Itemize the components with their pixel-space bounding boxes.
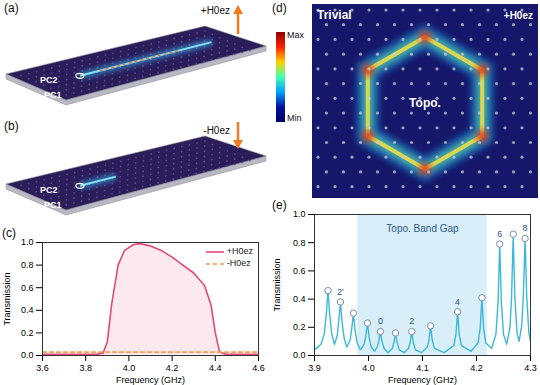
svg-text:4.0: 4.0	[123, 363, 136, 373]
svg-text:4: 4	[455, 297, 460, 307]
svg-text:6: 6	[497, 229, 502, 239]
svg-text:0.2: 0.2	[293, 322, 306, 332]
svg-text:0.4: 0.4	[293, 294, 306, 304]
svg-text:4.6: 4.6	[252, 363, 265, 373]
svg-text:-H0ez: -H0ez	[203, 125, 230, 136]
svg-text:PC2: PC2	[40, 185, 58, 195]
svg-text:1.0: 1.0	[293, 209, 306, 219]
svg-text:0: 0	[378, 316, 383, 326]
svg-text:Max: Max	[287, 30, 305, 40]
html-text:-H0ez: -H0ez	[226, 258, 251, 268]
svg-text:0.0: 0.0	[21, 350, 34, 360]
svg-text:PC1: PC1	[44, 200, 62, 210]
svg-text:Topo. Band Gap: Topo. Band Gap	[386, 223, 459, 234]
svg-text:Topo.: Topo.	[409, 96, 441, 110]
svg-text:0.6: 0.6	[293, 266, 306, 276]
svg-text:4.3: 4.3	[524, 363, 537, 373]
svg-text:(a): (a)	[4, 1, 19, 15]
html-text:(c): (c)	[2, 226, 16, 240]
svg-text:3.9: 3.9	[308, 363, 321, 373]
svg-text:0.8: 0.8	[293, 238, 306, 248]
svg-text:Frequency (GHz): Frequency (GHz)	[116, 375, 185, 385]
svg-text:2': 2'	[337, 287, 344, 297]
svg-text:3.8: 3.8	[79, 363, 92, 373]
svg-text:1.0: 1.0	[21, 237, 34, 247]
svg-text:4.4: 4.4	[209, 363, 222, 373]
svg-text:Transmission: Transmission	[272, 258, 282, 311]
svg-text:Frequency (GHz): Frequency (GHz)	[388, 375, 457, 385]
html-text:(e): (e)	[272, 198, 287, 212]
svg-text:4.0: 4.0	[362, 363, 375, 373]
svg-text:(d): (d)	[272, 1, 287, 15]
svg-text:Min: Min	[287, 113, 302, 123]
svg-text:4.2: 4.2	[470, 363, 483, 373]
svg-text:Transmission: Transmission	[2, 272, 12, 325]
svg-text:8: 8	[523, 223, 528, 233]
svg-text:PC2: PC2	[40, 75, 58, 85]
svg-text:(b): (b)	[4, 119, 19, 133]
svg-text:+H0ez: +H0ez	[201, 5, 230, 16]
svg-text:4.1: 4.1	[416, 363, 429, 373]
svg-text:Trivial: Trivial	[317, 8, 352, 22]
svg-text:PC1: PC1	[44, 90, 62, 100]
svg-text:0.2: 0.2	[21, 328, 34, 338]
svg-text:2: 2	[409, 316, 414, 326]
svg-text:+H0ez: +H0ez	[504, 10, 533, 21]
svg-text:0.6: 0.6	[21, 283, 34, 293]
svg-text:0.0: 0.0	[293, 350, 306, 360]
svg-text:3.6: 3.6	[36, 363, 49, 373]
svg-text:0.8: 0.8	[21, 260, 34, 270]
html-text:+H0ez: +H0ez	[226, 246, 253, 256]
svg-text:4.2: 4.2	[166, 363, 179, 373]
svg-text:0.4: 0.4	[21, 305, 34, 315]
